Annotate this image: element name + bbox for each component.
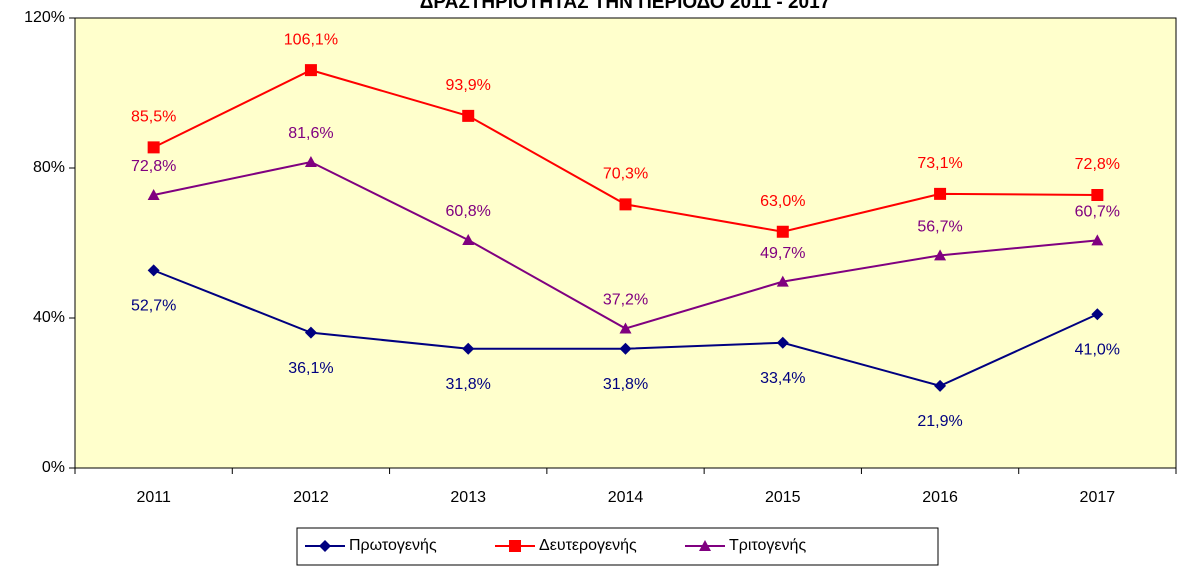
x-tick-label: 2015 (765, 489, 801, 506)
data-point (934, 187, 947, 200)
legend-label: Τριτογενής (729, 537, 806, 554)
data-point (304, 64, 317, 77)
data-label: 70,3% (603, 166, 648, 183)
data-point (776, 336, 789, 349)
y-tick-label: 120% (24, 9, 65, 26)
x-tick-label: 2016 (922, 489, 958, 506)
data-point (304, 156, 317, 167)
data-point (1091, 234, 1104, 246)
data-point (934, 379, 947, 392)
data-label: 49,7% (760, 245, 805, 262)
data-point (147, 189, 160, 200)
y-tick-label: 80% (33, 159, 65, 176)
data-point (462, 342, 475, 355)
data-label: 81,6% (288, 125, 333, 142)
data-point (776, 275, 789, 287)
x-tick-label: 2014 (608, 489, 644, 506)
data-label: 33,4% (760, 370, 805, 387)
data-point (619, 198, 632, 211)
data-label: 36,1% (288, 360, 333, 377)
data-point (147, 264, 160, 277)
data-label: 21,9% (917, 413, 962, 430)
data-point (462, 234, 475, 245)
plot-area (74, 17, 1177, 469)
data-label: 56,7% (917, 219, 962, 236)
chart-title: ΔΡΑΣΤΗΡΙΟΤΗΤΑΣ ΤΗΝ ΠΕΡΙΟΔΟ 2011 - 2017 (420, 0, 831, 13)
data-point (776, 225, 789, 238)
data-label: 93,9% (446, 77, 491, 94)
data-label: 85,5% (131, 109, 176, 126)
data-point (619, 342, 632, 355)
data-label: 72,8% (1075, 156, 1120, 173)
data-label: 72,8% (131, 158, 176, 175)
legend-box (296, 527, 939, 566)
y-tick-label: 40% (33, 309, 65, 326)
data-label: 60,7% (1075, 204, 1120, 221)
x-tick-label: 2017 (1080, 489, 1116, 506)
legend-marker (319, 540, 331, 552)
data-label: 73,1% (917, 155, 962, 172)
legend-label: Πρωτογενής (349, 537, 437, 554)
legend-label: Δευτερογενής (539, 537, 637, 554)
x-tick-label: 2012 (293, 489, 329, 506)
data-point (147, 141, 160, 154)
data-label: 63,0% (760, 193, 805, 210)
y-tick-label: 0% (42, 459, 65, 476)
legend-marker (509, 540, 521, 552)
x-tick-label: 2013 (450, 489, 486, 506)
data-label: 106,1% (284, 31, 338, 48)
data-point (619, 322, 632, 334)
data-point (1091, 308, 1104, 321)
data-label: 41,0% (1075, 341, 1120, 358)
data-label: 37,2% (603, 292, 648, 309)
data-point (462, 109, 475, 122)
data-point (934, 249, 947, 261)
data-point (1091, 189, 1104, 201)
data-label: 31,8% (603, 376, 648, 393)
data-label: 31,8% (446, 376, 491, 393)
legend-marker (699, 540, 711, 551)
x-tick-label: 2011 (136, 489, 171, 506)
data-label: 60,8% (446, 203, 491, 220)
data-point (304, 326, 317, 339)
data-label: 52,7% (131, 298, 176, 315)
